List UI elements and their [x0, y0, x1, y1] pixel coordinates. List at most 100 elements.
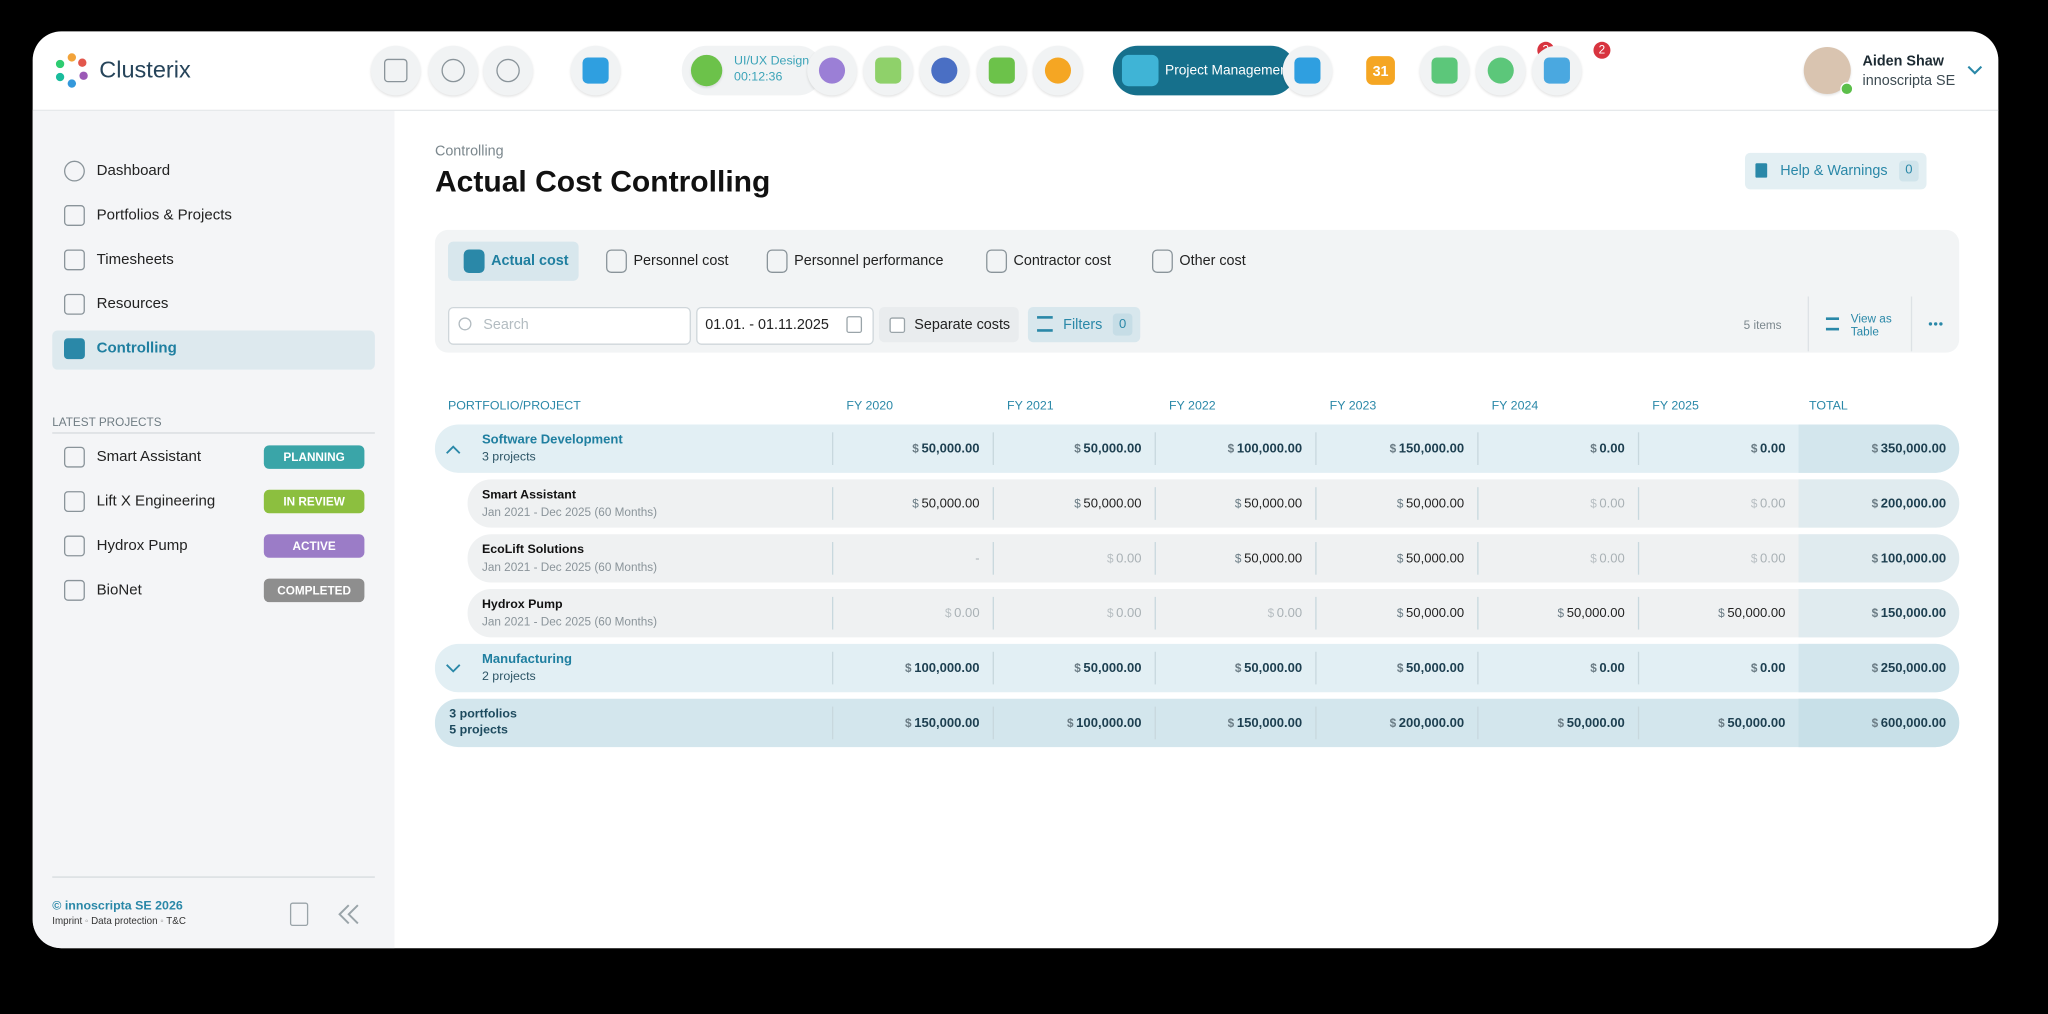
footer-link[interactable]: Imprint: [52, 914, 83, 927]
cell-divider: [1637, 706, 1640, 740]
cell-divider: [1154, 487, 1156, 520]
project-name[interactable]: Smart Assistant: [96, 449, 201, 465]
nav-item[interactable]: Portfolios & Projects: [96, 207, 232, 224]
user-company: innoscripta SE: [1862, 73, 1956, 89]
cell: $50,000.00: [1718, 606, 1785, 620]
cell-value: 0.00: [1599, 551, 1625, 566]
tab[interactable]: Personnel cost: [633, 253, 729, 270]
date-range[interactable]: [696, 306, 874, 345]
project-row[interactable]: [467, 479, 1960, 528]
cell-value: 50,000.00: [921, 441, 980, 456]
cell: $0.00: [1268, 606, 1303, 620]
search-input[interactable]: [447, 306, 691, 345]
divider: [1910, 296, 1913, 352]
portfolio-row[interactable]: [434, 424, 1960, 473]
project-name[interactable]: Lift X Engineering: [96, 493, 216, 510]
project-icon: [63, 535, 85, 557]
cell: $150,000.00: [1872, 606, 1947, 620]
logo: [55, 53, 88, 88]
cell-value: 50,000.00: [1406, 496, 1465, 511]
user-menu-chevron[interactable]: [1967, 65, 1983, 75]
app-icon[interactable]: [370, 45, 421, 96]
search-placeholder: Search: [483, 317, 529, 334]
cell: $200,000.00: [1872, 496, 1947, 510]
project-row[interactable]: [467, 589, 1960, 638]
cell-divider: [831, 706, 834, 740]
cell-divider: [1637, 432, 1640, 465]
portfolio-row[interactable]: [434, 643, 1960, 693]
currency: $: [905, 660, 912, 674]
cell: $0.00: [945, 606, 980, 620]
currency: $: [1871, 441, 1879, 455]
help-warnings[interactable]: [1744, 152, 1927, 190]
cell-divider: [1477, 487, 1479, 520]
cell-divider: [1637, 487, 1640, 520]
nav-item[interactable]: Resources: [96, 296, 169, 313]
cell: $100,000.00: [1872, 551, 1947, 565]
currency: $: [1396, 551, 1404, 565]
tab[interactable]: Actual cost: [491, 253, 569, 270]
expand-toggle[interactable]: [445, 444, 461, 454]
page-title: Actual Cost Controlling: [434, 163, 771, 198]
separate-costs-label: Separate costs: [914, 317, 1011, 334]
cell-value: 0.00: [1116, 551, 1142, 566]
cell-value: 0.00: [1599, 496, 1625, 511]
cell-divider: [1477, 542, 1479, 575]
app-glyph: [496, 58, 520, 83]
user-name: Aiden Shaw: [1862, 53, 1944, 70]
cell-divider: [1477, 596, 1479, 630]
expand-toggle[interactable]: [445, 664, 461, 674]
nav-active-bg: [52, 330, 375, 370]
calendar-icon: [846, 316, 863, 334]
tab[interactable]: Contractor cost: [1013, 253, 1111, 270]
cell: $100,000.00: [1228, 441, 1303, 455]
footer-link[interactable]: Data protection: [91, 914, 158, 927]
tab-icon: [766, 249, 788, 273]
cell: $50,000.00: [1718, 716, 1785, 730]
nav-item[interactable]: Timesheets: [96, 252, 174, 268]
app-glyph: [1294, 57, 1321, 84]
total-cell-bg: [1798, 698, 1960, 748]
cell: $50,000.00: [1235, 551, 1302, 565]
nav-item[interactable]: Dashboard: [96, 163, 171, 179]
currency: $: [1396, 606, 1404, 620]
project-row[interactable]: [467, 534, 1960, 583]
cell: $0.00: [1590, 661, 1625, 675]
cell-value: 200,000.00: [1398, 715, 1465, 731]
tab[interactable]: Personnel performance: [794, 253, 944, 270]
project-name[interactable]: BioNet: [96, 582, 142, 599]
status-badge: IN REVIEW: [263, 489, 365, 514]
cell: $0.00: [1590, 496, 1625, 510]
total-cell-bg: [1798, 534, 1960, 583]
currency: $: [1227, 441, 1235, 455]
portfolio-sub: 3 projects: [481, 449, 536, 465]
cell: $50,000.00: [1235, 661, 1302, 675]
separator: ◦: [82, 914, 92, 927]
help-icon[interactable]: [289, 902, 309, 927]
nav-item[interactable]: Controlling: [96, 340, 177, 357]
currency: $: [944, 606, 952, 620]
cell: $50,000.00: [1397, 661, 1464, 675]
column-header: FY 2023: [1329, 399, 1377, 414]
project-period: Jan 2021 - Dec 2025 (60 Months): [481, 615, 658, 629]
tab[interactable]: Other cost: [1179, 253, 1246, 270]
cell-divider: [831, 432, 834, 465]
view-as-table[interactable]: View as Table: [1850, 312, 1892, 339]
cell-divider: [1477, 651, 1479, 685]
nav-icon: [63, 249, 85, 271]
checkbox[interactable]: [889, 317, 906, 334]
more-menu[interactable]: [1928, 321, 1944, 326]
app-glyph: [1044, 57, 1072, 84]
cell-divider: [1154, 542, 1156, 575]
footer-link[interactable]: T&C: [166, 914, 186, 927]
collapse-sidebar[interactable]: [337, 904, 361, 925]
breadcrumb[interactable]: Controlling: [434, 143, 504, 160]
help-icon: [1755, 163, 1768, 178]
currency: $: [1074, 496, 1081, 510]
project-name[interactable]: Hydrox Pump: [96, 538, 188, 554]
calendar-icon[interactable]: 31: [1366, 56, 1395, 85]
currency: $: [1590, 441, 1597, 455]
date-range-text: 01.01. - 01.11.2025: [705, 317, 829, 334]
currency: $: [1590, 660, 1597, 674]
cell: $50,000.00: [912, 441, 979, 455]
